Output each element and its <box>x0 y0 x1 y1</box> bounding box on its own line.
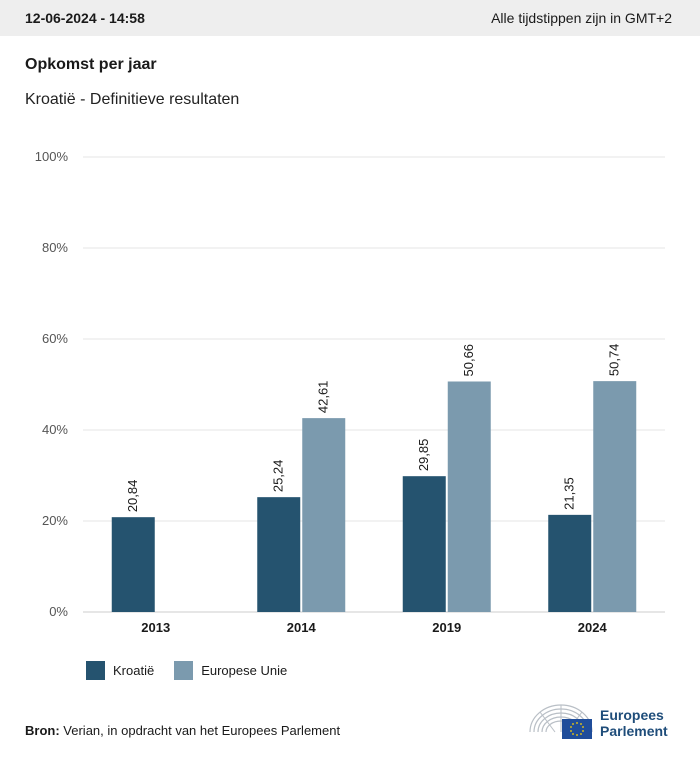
data-labels: 20,84 25,24 42,61 29,85 50,66 21,35 50,74 <box>125 344 622 513</box>
bar <box>111 517 155 612</box>
source-note: Bron: Verian, in opdracht van het Europe… <box>25 723 340 738</box>
bar <box>402 476 446 612</box>
legend-item-kroatie[interactable]: Kroatië <box>86 661 154 680</box>
timezone-note: Alle tijdstippen zijn in GMT+2 <box>491 10 672 26</box>
data-label: 29,85 <box>416 439 431 472</box>
y-tick-label: 80% <box>42 240 68 255</box>
legend-item-europese-unie[interactable]: Europese Unie <box>174 661 287 680</box>
bar <box>302 418 346 612</box>
legend-label-europese-unie: Europese Unie <box>201 663 288 678</box>
y-tick-label: 20% <box>42 513 68 528</box>
y-tick-label: 40% <box>42 422 68 437</box>
source-label: Bron: <box>25 723 60 738</box>
bar <box>593 381 637 612</box>
source-text: Verian, in opdracht van het Europees Par… <box>63 723 341 738</box>
x-tick-label: 2013 <box>141 620 170 635</box>
turnout-bar-chart: 20,84 25,24 42,61 29,85 50,66 21,35 50,74 0% 20… <box>35 149 665 635</box>
x-tick-label: 2024 <box>578 620 608 635</box>
bar <box>447 381 491 612</box>
bars <box>111 381 637 612</box>
legend-swatch-europese-unie <box>174 661 194 680</box>
chart-subtitle: Kroatië - Definitieve resultaten <box>25 91 240 108</box>
data-label: 50,66 <box>461 344 476 377</box>
y-tick-label: 100% <box>35 149 69 164</box>
data-label: 25,24 <box>271 460 286 493</box>
data-label: 20,84 <box>125 480 140 513</box>
data-label: 21,35 <box>562 477 577 510</box>
x-axis: 2013 2014 2019 2024 <box>141 620 607 635</box>
chart-title: Opkomst per jaar <box>25 56 157 73</box>
bar <box>548 514 592 612</box>
bar <box>257 497 301 612</box>
y-tick-label: 60% <box>42 331 68 346</box>
ep-logo-line1: Europees <box>600 707 664 723</box>
top-bar: 12-06-2024 - 14:58 Alle tijdstippen zijn… <box>0 0 700 36</box>
ep-logo-text: Europees Parlement <box>600 707 668 739</box>
y-axis: 0% 20% 40% 60% 80% 100% <box>35 149 69 619</box>
x-tick-label: 2019 <box>432 620 461 635</box>
legend-swatch-kroatie <box>86 661 105 680</box>
legend-label-kroatie: Kroatië <box>113 663 155 678</box>
timestamp: 12-06-2024 - 14:58 <box>25 10 145 26</box>
ep-logo-line2: Parlement <box>600 723 668 739</box>
ep-logo: Europees Parlement <box>528 701 678 741</box>
eu-parliament-hemicycle-icon <box>529 704 593 739</box>
data-label: 50,74 <box>607 344 622 377</box>
legend: Kroatië Europese Unie <box>86 661 307 680</box>
data-label: 42,61 <box>316 381 331 414</box>
y-tick-label: 0% <box>49 604 68 619</box>
x-tick-label: 2014 <box>287 620 317 635</box>
